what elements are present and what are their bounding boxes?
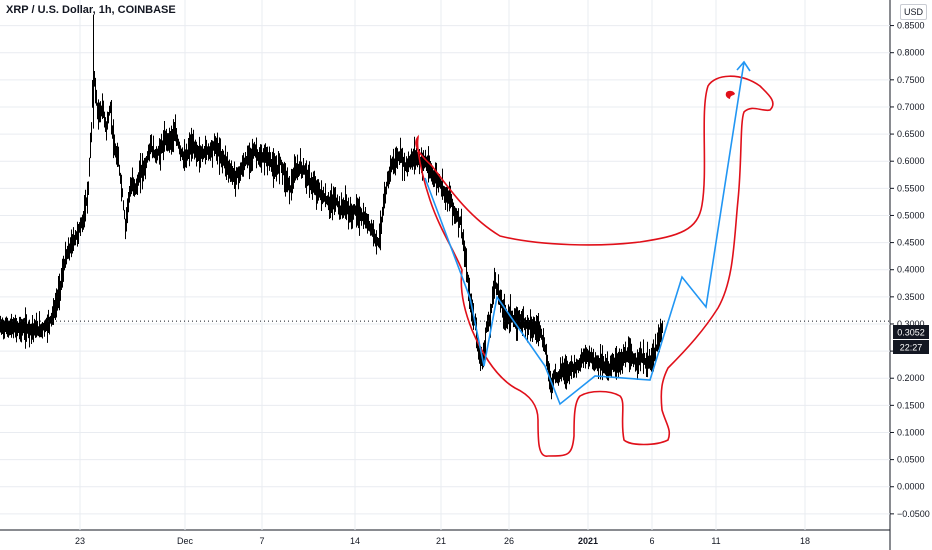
time-tick-label: 6	[649, 536, 654, 546]
price-tick-label: 0.0000	[897, 482, 925, 492]
chart-title: XRP / U.S. Dollar, 1h, COINBASE	[6, 4, 176, 16]
price-tick-label: 0.6000	[897, 156, 925, 166]
price-tick-label: 0.6500	[897, 129, 925, 139]
price-tick-label: 0.1500	[897, 400, 925, 410]
last-price-label: 0.3052	[897, 328, 925, 338]
price-tick-label: 0.4500	[897, 238, 925, 248]
last-price-badge: 0.3052 22:27	[893, 325, 929, 354]
price-tick-label: 0.4000	[897, 265, 925, 275]
grid-lines	[0, 0, 890, 530]
time-tick-label: 2021	[578, 536, 598, 546]
price-tick-label: 0.2000	[897, 373, 925, 383]
price-tick-label: −0.0500	[897, 509, 930, 519]
price-tick-label: 0.7000	[897, 102, 925, 112]
time-tick-label: 26	[504, 536, 514, 546]
price-tick-label: 0.8500	[897, 21, 925, 31]
price-series	[0, 14, 663, 400]
time-tick-label: 21	[436, 536, 446, 546]
time-tick-label: 7	[259, 536, 264, 546]
price-tick-label: 0.8000	[897, 48, 925, 58]
projection-arrowhead	[736, 60, 751, 72]
price-tick-label: 0.5000	[897, 210, 925, 220]
time-tick-label: 11	[711, 536, 720, 546]
time-axis[interactable]: 23 Dec 7 14 21 26 2021 6 11 18	[75, 536, 810, 546]
time-tick-label: 18	[800, 536, 810, 546]
countdown-label: 22:27	[900, 343, 923, 353]
price-tick-label: 0.1000	[897, 427, 925, 437]
price-tick-label: 0.5500	[897, 183, 925, 193]
price-tick-label: 0.3000	[897, 319, 925, 329]
dinosaur-eye	[725, 90, 735, 99]
currency-button[interactable]: USD	[900, 4, 927, 20]
time-tick-label: Dec	[177, 536, 194, 546]
time-tick-label: 14	[350, 536, 360, 546]
projection-path	[424, 61, 745, 406]
price-tick-label: 0.7500	[897, 75, 925, 85]
price-tick-label: 0.0500	[897, 455, 925, 465]
dinosaur-drawing	[415, 75, 774, 457]
price-tick-label: 0.3500	[897, 292, 925, 302]
price-axis[interactable]: 0.8500 0.8000 0.7500 0.7000 0.6500 0.6000 0.55…	[890, 21, 930, 519]
time-tick-label: 23	[75, 536, 85, 546]
